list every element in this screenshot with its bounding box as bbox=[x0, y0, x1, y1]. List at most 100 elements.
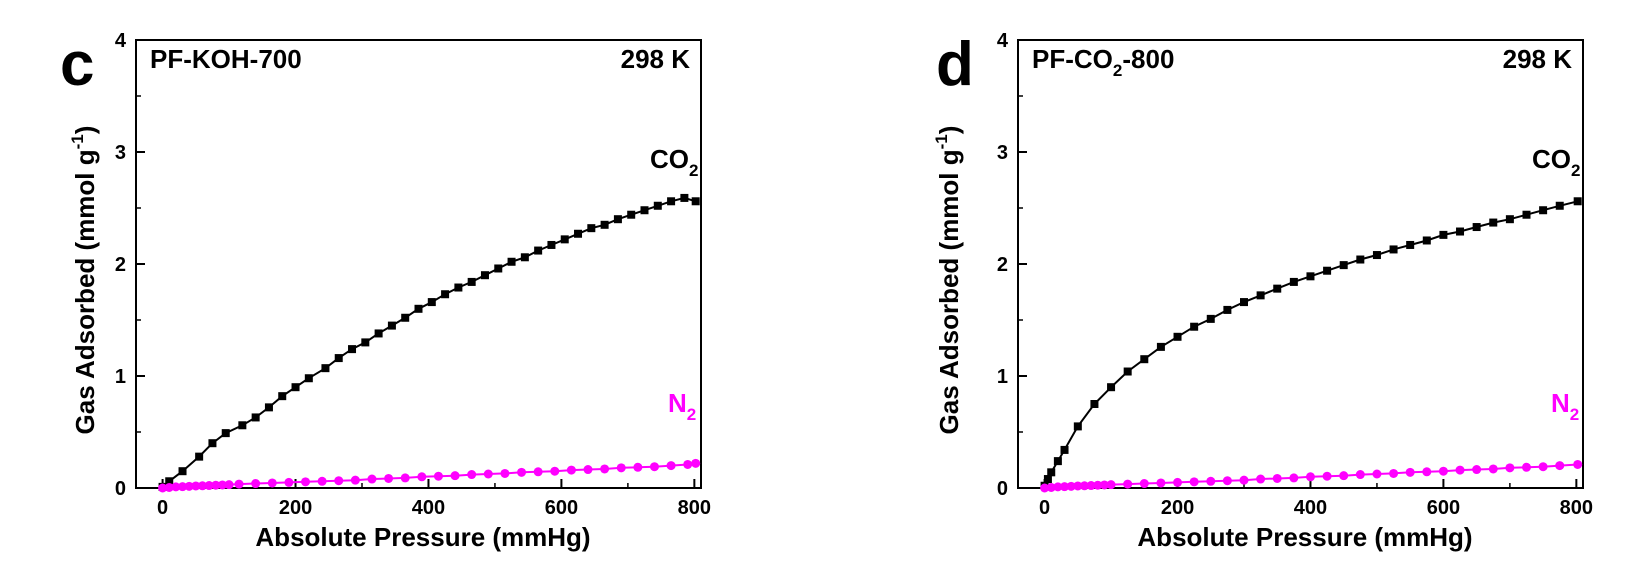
data-point bbox=[534, 467, 543, 476]
data-point bbox=[1356, 470, 1365, 479]
data-point bbox=[1356, 256, 1364, 264]
y-tick-label: 3 bbox=[115, 142, 126, 164]
y-axis-title: Gas Adsorbed (mmol g-1) bbox=[68, 126, 100, 435]
data-point bbox=[1473, 223, 1481, 231]
data-point bbox=[1556, 202, 1564, 210]
data-point bbox=[1206, 477, 1215, 486]
data-point bbox=[1273, 285, 1281, 293]
x-tick-label: 400 bbox=[412, 497, 445, 519]
panel-letter: c bbox=[60, 30, 94, 99]
data-point bbox=[1456, 466, 1465, 475]
data-point bbox=[1323, 472, 1332, 481]
data-point bbox=[534, 247, 542, 255]
panel-letter: d bbox=[936, 30, 974, 99]
data-point bbox=[1506, 215, 1514, 223]
data-point bbox=[500, 469, 509, 478]
data-point bbox=[1406, 241, 1414, 249]
data-point bbox=[1422, 467, 1431, 476]
x-tick-label: 200 bbox=[279, 497, 312, 519]
data-point bbox=[1173, 478, 1182, 487]
data-point bbox=[351, 476, 360, 485]
y-tick-label: 3 bbox=[997, 142, 1008, 164]
data-point bbox=[252, 413, 260, 421]
data-point bbox=[680, 194, 688, 202]
series-label-co2: CO2 bbox=[650, 144, 698, 180]
data-point bbox=[321, 364, 329, 372]
data-point bbox=[454, 284, 462, 292]
data-point bbox=[601, 221, 609, 229]
data-point bbox=[1289, 473, 1298, 482]
x-tick-label: 0 bbox=[1039, 497, 1050, 519]
data-point bbox=[318, 477, 327, 486]
data-point bbox=[268, 478, 277, 487]
data-point bbox=[468, 278, 476, 286]
data-point bbox=[561, 235, 569, 243]
data-point bbox=[1472, 465, 1481, 474]
data-point bbox=[1372, 470, 1381, 479]
series-line bbox=[1045, 201, 1578, 486]
data-point bbox=[238, 421, 246, 429]
data-point bbox=[1339, 471, 1348, 480]
data-point bbox=[1323, 267, 1331, 275]
y-tick-label: 0 bbox=[115, 478, 126, 500]
data-point bbox=[278, 392, 286, 400]
data-point bbox=[1256, 475, 1265, 484]
data-point bbox=[692, 197, 700, 205]
x-tick-label: 200 bbox=[1161, 497, 1194, 519]
data-point bbox=[1174, 333, 1182, 341]
data-point bbox=[1107, 480, 1116, 489]
data-point bbox=[1074, 422, 1082, 430]
data-point bbox=[417, 472, 426, 481]
data-point bbox=[1523, 211, 1531, 219]
data-point bbox=[614, 215, 622, 223]
data-point bbox=[1190, 477, 1199, 486]
data-point bbox=[547, 241, 555, 249]
data-point bbox=[367, 475, 376, 484]
data-point bbox=[1439, 231, 1447, 239]
data-point bbox=[494, 264, 502, 272]
data-point bbox=[550, 467, 559, 476]
data-point bbox=[1090, 400, 1098, 408]
data-point bbox=[265, 403, 273, 411]
data-point bbox=[1207, 315, 1215, 323]
data-point bbox=[1406, 468, 1415, 477]
data-point bbox=[633, 463, 642, 472]
data-point bbox=[1124, 368, 1132, 376]
data-point bbox=[574, 230, 582, 238]
data-point bbox=[1240, 298, 1248, 306]
series-label-co2: CO2 bbox=[1532, 144, 1580, 180]
data-point bbox=[195, 453, 203, 461]
plot-frame bbox=[136, 40, 701, 488]
data-point bbox=[1489, 464, 1498, 473]
data-point bbox=[1306, 472, 1315, 481]
data-point bbox=[361, 338, 369, 346]
data-point bbox=[251, 479, 260, 488]
series-label-n2: N2 bbox=[1551, 388, 1579, 424]
sample-label: PF-KOH-700 bbox=[150, 44, 302, 74]
data-point bbox=[292, 383, 300, 391]
data-point bbox=[348, 345, 356, 353]
panel-d: d Gas Adsorbed (mmol g-1) Absolute Press… bbox=[932, 30, 1593, 552]
x-tick-label: 800 bbox=[678, 497, 711, 519]
data-point bbox=[179, 467, 187, 475]
y-tick-label: 2 bbox=[997, 254, 1008, 276]
data-point bbox=[222, 429, 230, 437]
x-tick-label: 800 bbox=[1560, 497, 1593, 519]
data-point bbox=[584, 465, 593, 474]
data-point bbox=[627, 211, 635, 219]
data-point bbox=[691, 459, 700, 468]
data-point bbox=[1340, 261, 1348, 269]
data-point bbox=[1489, 219, 1497, 227]
data-point bbox=[235, 480, 244, 489]
data-point bbox=[335, 354, 343, 362]
y-ticks: 0 1 2 3 4 bbox=[115, 30, 145, 500]
data-point bbox=[481, 271, 489, 279]
data-point bbox=[428, 298, 436, 306]
data-point bbox=[1306, 272, 1314, 280]
data-point bbox=[1373, 251, 1381, 259]
data-point bbox=[1423, 236, 1431, 244]
data-point bbox=[1456, 228, 1464, 236]
y-tick-label: 1 bbox=[997, 366, 1008, 388]
data-point bbox=[617, 463, 626, 472]
